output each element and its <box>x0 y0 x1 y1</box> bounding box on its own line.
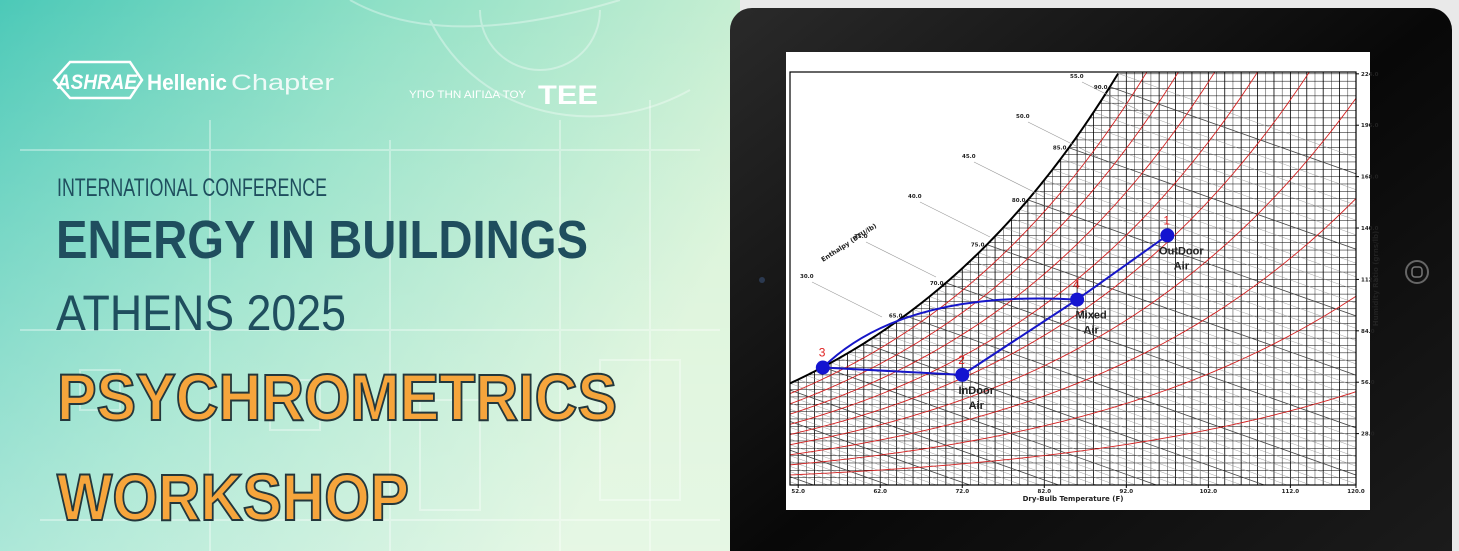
y-tick-label: 28.0 <box>1361 432 1375 438</box>
kicker: INTERNATIONAL CONFERENCE <box>57 174 327 202</box>
point-name: InDoor <box>959 385 995 397</box>
y-tick-label: 84.0 <box>1361 329 1375 335</box>
state-point <box>1160 228 1174 242</box>
page: { "banner": { "logo": "ASHRAE", "chapter… <box>0 0 1459 551</box>
enthalpy-tick-label: 45.0 <box>962 154 976 160</box>
banner: ASHRAE Hellenic Chapter ΥΠΟ ΤΗΝ ΑΙΓΙΔΑ Τ… <box>0 0 1459 551</box>
headline: PSYCHROMETRICS <box>57 360 617 434</box>
y-tick-label: 196.0 <box>1361 123 1379 129</box>
y-axis-label: Humidity Ratio (grns/lb) <box>1372 231 1380 326</box>
tablet-camera <box>759 277 765 283</box>
y-tick-label: 224.0 <box>1361 72 1379 78</box>
point-name: Air <box>1174 260 1190 272</box>
headline: WORKSHOP <box>57 460 409 534</box>
point-number: 4 <box>1073 278 1080 292</box>
x-tick-label: 120.0 <box>1347 489 1365 495</box>
wet-bulb-label: 80.0 <box>1012 198 1026 204</box>
wet-bulb-label: 85.0 <box>1053 146 1067 152</box>
y-tick-label: 56.0 <box>1361 380 1375 386</box>
wet-bulb-label: 70.0 <box>930 281 944 287</box>
title: ENERGY IN BUILDINGS <box>56 210 588 270</box>
x-axis-label: Dry-Bulb Temperature (F) <box>1023 495 1124 503</box>
point-name: Mixed <box>1076 310 1107 322</box>
wet-bulb-label: 90.0 <box>1094 85 1108 91</box>
x-tick-label: 62.0 <box>873 489 887 495</box>
wet-bulb-label: 65.0 <box>889 314 903 320</box>
enthalpy-tick-label: 50.0 <box>1016 114 1030 120</box>
chapter-bold: Hellenic <box>147 70 227 95</box>
x-tick-label: 72.0 <box>955 489 969 495</box>
state-point <box>955 368 969 382</box>
enthalpy-tick-label: 30.0 <box>800 274 814 280</box>
chapter-light: Chapter <box>231 70 334 95</box>
subtitle: ATHENS 2025 <box>56 285 346 341</box>
x-tick-label: 112.0 <box>1282 489 1300 495</box>
point-number: 1 <box>1163 213 1170 227</box>
state-point <box>1070 293 1084 307</box>
logo: ASHRAE <box>56 71 138 94</box>
enthalpy-tick-label: 55.0 <box>1070 74 1084 80</box>
enthalpy-tick-label: 40.0 <box>908 194 922 200</box>
point-number: 2 <box>958 353 965 367</box>
wet-bulb-label: 75.0 <box>971 243 985 249</box>
state-point <box>816 361 830 375</box>
y-tick-label: 168.0 <box>1361 175 1379 181</box>
patronage: ΥΠΟ ΤΗΝ ΑΙΓΙΔΑ ΤΟΥ <box>409 89 527 101</box>
x-tick-label: 102.0 <box>1200 489 1218 495</box>
patron-logo: TEE <box>538 80 598 110</box>
point-number: 3 <box>819 346 826 360</box>
point-name: OutDoor <box>1159 245 1204 257</box>
point-name: Air <box>1083 325 1099 337</box>
x-tick-label: 52.0 <box>791 489 805 495</box>
point-name: Air <box>969 400 985 412</box>
